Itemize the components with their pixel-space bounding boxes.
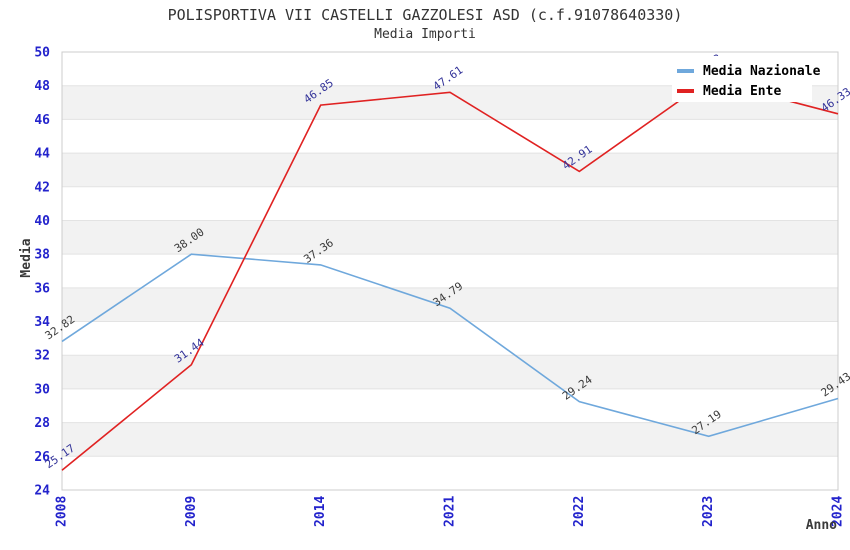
x-tick-label: 2022 xyxy=(572,496,587,527)
y-tick-label: 28 xyxy=(34,416,50,431)
line-media-ente xyxy=(61,79,839,471)
line-media-nazionale xyxy=(61,253,839,438)
x-tick-label: 2014 xyxy=(313,496,328,527)
y-tick-label: 48 xyxy=(34,79,50,94)
y-axis-title: Media xyxy=(19,238,34,277)
plot-band xyxy=(62,220,838,255)
y-tick-label: 30 xyxy=(34,382,50,397)
x-tick-label: 2021 xyxy=(443,496,458,527)
y-tick-label: 44 xyxy=(34,147,50,162)
plot-band xyxy=(62,287,838,322)
x-axis-title: Anno xyxy=(806,518,837,533)
x-tick-label: 2009 xyxy=(184,496,199,527)
legend-label: Media Nazionale xyxy=(703,63,821,79)
y-tick-label: 50 xyxy=(34,46,50,61)
chart-title: POLISPORTIVA VII CASTELLI GAZZOLESI ASD … xyxy=(167,6,683,24)
legend-item-media-ente: Media Ente xyxy=(677,81,812,101)
legend-label: Media Ente xyxy=(703,83,782,99)
y-tick-label: 26 xyxy=(34,450,50,465)
x-tick-label: 2008 xyxy=(55,496,70,527)
y-tick-label: 38 xyxy=(34,248,50,263)
plot-band xyxy=(62,153,838,187)
legend-swatch-media-ente-icon xyxy=(677,89,694,93)
plot-border xyxy=(61,51,839,491)
chart-subtitle: Media Importi xyxy=(374,27,476,42)
plot-band xyxy=(62,355,838,389)
x-tick-label: 2023 xyxy=(701,496,716,527)
legend-swatch-media-nazionale-icon xyxy=(677,69,694,73)
legend-item-media-nazionale: Media Nazionale xyxy=(677,61,820,81)
y-tick-label: 36 xyxy=(34,281,50,296)
y-tick-label: 42 xyxy=(34,180,50,195)
plot-band xyxy=(62,422,838,457)
y-tick-label: 46 xyxy=(34,113,50,128)
y-tick-label: 34 xyxy=(34,315,50,330)
y-tick-label: 40 xyxy=(34,214,50,229)
y-tick-label: 24 xyxy=(34,484,50,499)
legend: Media Nazionale Media Ente xyxy=(672,56,820,102)
y-tick-label: 32 xyxy=(34,349,50,364)
x-tick-label: 2024 xyxy=(831,496,846,527)
